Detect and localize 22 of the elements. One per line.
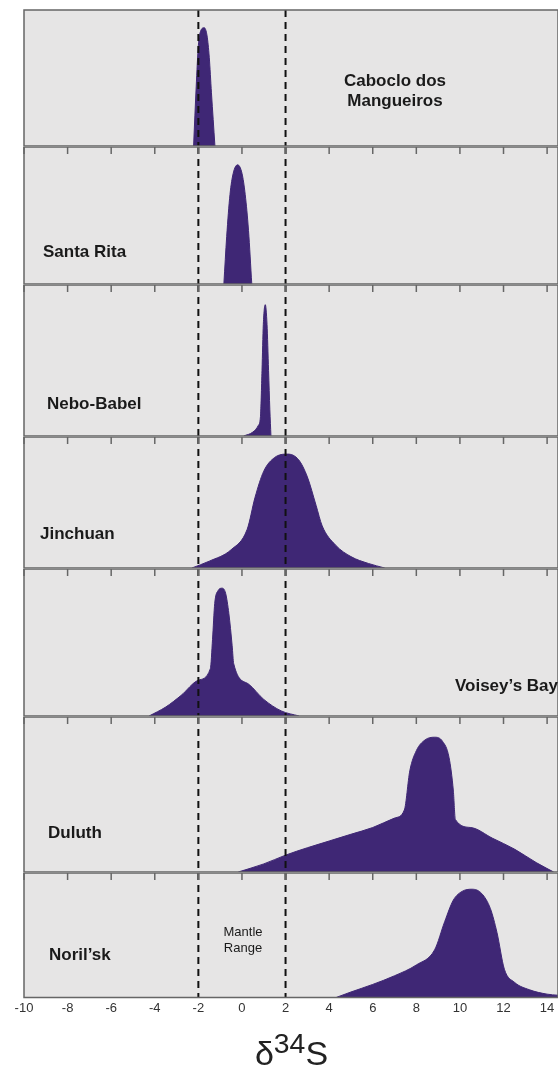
x-tick-label: -6 — [105, 999, 117, 1015]
x-tick-label: -4 — [148, 999, 161, 1015]
x-tick-label: 10 — [452, 999, 468, 1015]
x-tick-label: -8 — [61, 999, 74, 1015]
x-tick-label: -2 — [192, 999, 205, 1015]
x-tick-label: 8 — [412, 999, 420, 1015]
annotation: Jinchuan — [40, 524, 115, 545]
x-tick-label: 2 — [281, 999, 290, 1015]
x-tick-label: 0 — [238, 999, 246, 1015]
x-axis-title: δ$^{34}$S — [253, 1027, 330, 1066]
annotation: Caboclo dos Mangueiros — [343, 71, 447, 112]
x-tick-label: 4 — [325, 999, 333, 1015]
annotation: Mantle Range — [222, 924, 264, 956]
annotation: Noril’sk — [49, 945, 111, 966]
x-tick-label: -10 — [14, 999, 34, 1015]
annotation: Nebo-Babel — [47, 394, 142, 415]
x-tick-label: 14 — [539, 999, 555, 1015]
annotation: Voisey’s Bay — [454, 676, 558, 697]
x-tick-label: 6 — [369, 999, 377, 1015]
annotation: Santa Rita — [43, 242, 127, 263]
annotation: Duluth — [48, 823, 102, 844]
x-tick-label: 12 — [496, 999, 511, 1015]
